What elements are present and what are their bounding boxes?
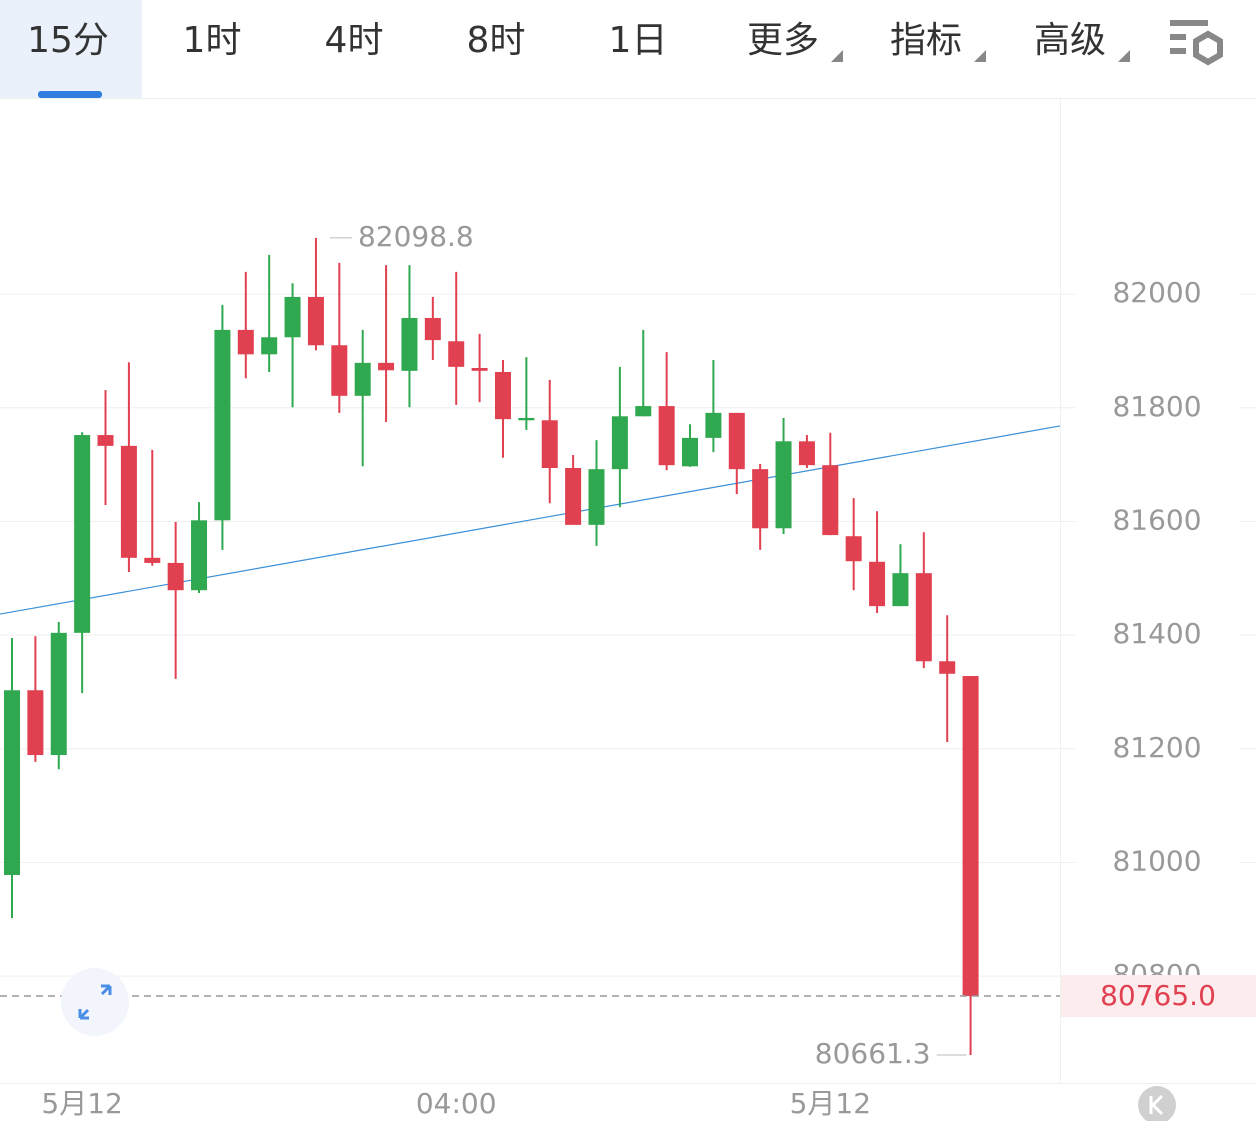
candle-body xyxy=(588,469,605,525)
candle-body xyxy=(401,317,418,371)
candle-body xyxy=(705,412,722,438)
last-price-tag xyxy=(1061,975,1256,1018)
candle-body xyxy=(471,367,488,371)
candle-body xyxy=(214,329,231,521)
dropdown-caret xyxy=(974,50,986,62)
candle-body xyxy=(939,661,956,674)
tab[interactable]: 15分 xyxy=(27,20,109,61)
settings-icon[interactable] xyxy=(1170,20,1223,66)
candle-body xyxy=(378,362,395,371)
tab[interactable]: 8时 xyxy=(467,20,526,61)
y-tick-label: 81400 xyxy=(1112,617,1201,650)
reset-button[interactable] xyxy=(1138,1086,1176,1121)
candle-body xyxy=(775,441,792,529)
x-tick-label: 5月12 xyxy=(41,1087,122,1120)
low-label: 80661.3 xyxy=(815,1037,931,1070)
icon-bar xyxy=(1170,48,1186,54)
candle-body xyxy=(892,573,909,607)
icon-hex xyxy=(1193,30,1223,66)
tab[interactable]: 1日 xyxy=(609,20,668,61)
candle-body xyxy=(120,445,137,558)
candle-body xyxy=(237,329,254,355)
y-tick-label: 81600 xyxy=(1112,503,1201,536)
y-tick-label: 82000 xyxy=(1112,276,1201,309)
y-tick-label: 81200 xyxy=(1112,731,1201,764)
candle-body xyxy=(74,435,91,633)
icon-bar xyxy=(1170,20,1208,26)
icon-bar xyxy=(1170,34,1186,40)
active-tab-bg xyxy=(0,0,142,98)
expand-button[interactable] xyxy=(61,968,129,1036)
expand-icon xyxy=(78,984,112,1020)
candle-body xyxy=(261,337,278,355)
candle-body xyxy=(284,296,301,338)
reset-icon xyxy=(1149,1094,1164,1116)
candle-body xyxy=(97,435,114,446)
y-tick-label: 81800 xyxy=(1112,390,1201,423)
candle-body xyxy=(962,676,979,997)
last-price-label: 80765.0 xyxy=(1100,979,1216,1012)
candle-body xyxy=(728,412,745,470)
candle-body xyxy=(752,469,769,529)
candle-body xyxy=(822,465,839,536)
dropdown-caret xyxy=(831,50,843,62)
candle-body xyxy=(518,417,535,421)
candle-body xyxy=(331,345,348,396)
candle-body xyxy=(4,690,20,875)
candle-body xyxy=(354,362,371,396)
candle-body xyxy=(658,406,675,466)
toolbar xyxy=(0,0,1256,98)
candle-body xyxy=(869,561,886,607)
tab[interactable]: 1时 xyxy=(183,20,242,61)
candle-body xyxy=(611,416,628,470)
tab[interactable]: 更多 xyxy=(747,20,819,61)
candle-body xyxy=(50,632,67,756)
tab[interactable]: 高级 xyxy=(1034,20,1106,61)
x-tick-label: 5月12 xyxy=(790,1087,871,1120)
candle-body xyxy=(27,690,44,756)
x-tick-label: 04:00 xyxy=(416,1087,497,1120)
candle-body xyxy=(798,441,815,466)
candle-body xyxy=(682,437,699,467)
tab[interactable]: 4时 xyxy=(325,20,384,61)
candle-body xyxy=(191,520,208,591)
candle-body xyxy=(424,317,441,341)
candle-body xyxy=(167,562,184,591)
tab[interactable]: 指标 xyxy=(890,20,962,61)
dropdown-caret xyxy=(1118,50,1130,62)
candle-body xyxy=(915,573,932,662)
candle-body xyxy=(144,557,161,563)
active-tab-indicator xyxy=(38,91,102,98)
candle-body xyxy=(307,296,324,346)
candle-body xyxy=(845,536,862,562)
high-label: 82098.8 xyxy=(358,220,474,253)
candle-body xyxy=(635,406,652,417)
y-tick-label: 81000 xyxy=(1112,844,1201,877)
candle-body xyxy=(565,468,582,525)
candle-body xyxy=(494,371,511,420)
candle-body xyxy=(541,420,558,469)
candle-body xyxy=(448,341,465,367)
